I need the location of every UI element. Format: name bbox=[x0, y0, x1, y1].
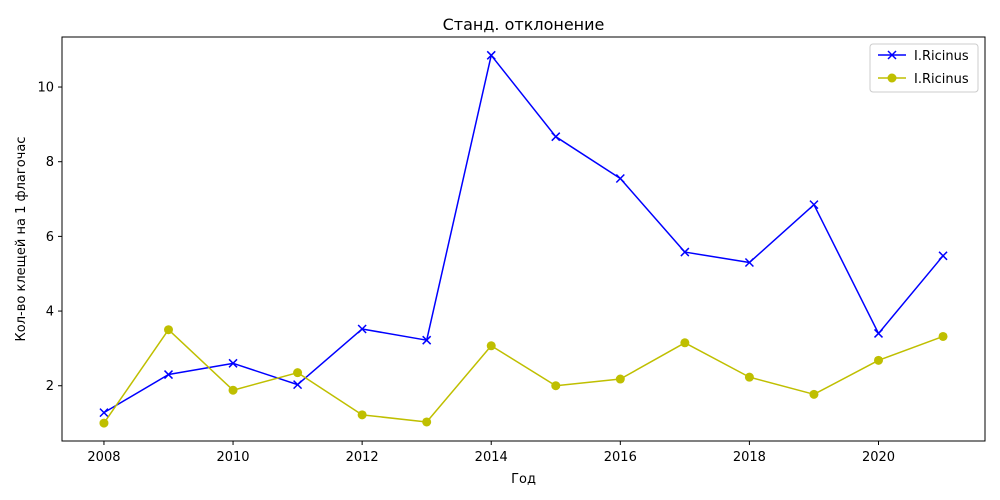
data-point bbox=[163, 370, 174, 380]
data-point bbox=[874, 355, 883, 365]
plot-frame bbox=[61, 36, 986, 442]
x-tick-label: 2012 bbox=[346, 450, 379, 465]
y-axis-label: Кол-во клещей на 1 флагочас bbox=[14, 137, 29, 342]
series-line bbox=[103, 54, 944, 414]
x-tick-label: 2014 bbox=[475, 450, 508, 465]
chart-title: Станд. отклонение bbox=[443, 15, 605, 34]
data-point bbox=[680, 247, 690, 257]
series-layer bbox=[99, 50, 948, 428]
x-tick-label: 2020 bbox=[862, 450, 895, 465]
y-tick-label: 2 bbox=[46, 379, 54, 394]
y-tick-label: 8 bbox=[46, 155, 54, 170]
legend-label-1: I.Ricinus bbox=[914, 49, 969, 64]
series-2 bbox=[99, 325, 948, 428]
data-point bbox=[422, 417, 432, 427]
y-tick-label: 4 bbox=[46, 305, 54, 320]
x-tick-label: 2008 bbox=[87, 450, 120, 465]
y-tick-label: 10 bbox=[37, 81, 54, 96]
legend-label-2: I.Ricinus bbox=[914, 72, 969, 87]
data-point bbox=[422, 335, 432, 345]
series-1 bbox=[99, 50, 948, 418]
axis-ticks: 2008 2010 2012 2014 2016 2018 2020 2 4 6 8 10 bbox=[37, 81, 895, 465]
data-point bbox=[615, 374, 625, 384]
data-point bbox=[486, 50, 496, 60]
data-point bbox=[293, 380, 303, 390]
legend-marker-x bbox=[887, 50, 897, 60]
data-point bbox=[680, 338, 690, 348]
data-point bbox=[873, 328, 884, 338]
data-point bbox=[551, 381, 561, 391]
x-tick-label: 2016 bbox=[604, 450, 637, 465]
data-point bbox=[615, 173, 625, 184]
y-tick-label: 6 bbox=[46, 230, 54, 245]
series-line bbox=[103, 328, 944, 424]
x-tick-label: 2018 bbox=[733, 450, 766, 465]
data-point bbox=[228, 385, 238, 395]
data-point bbox=[744, 372, 754, 382]
data-point bbox=[938, 331, 948, 341]
legend-marker-circle bbox=[887, 73, 897, 83]
data-point bbox=[99, 408, 109, 418]
data-point bbox=[938, 251, 948, 261]
data-point bbox=[809, 389, 819, 399]
data-point bbox=[809, 200, 819, 210]
data-point bbox=[228, 358, 238, 368]
x-axis-label: Год bbox=[511, 472, 536, 487]
legend-box bbox=[869, 43, 979, 93]
legend: I.Ricinus I.Ricinus bbox=[869, 43, 979, 93]
data-point bbox=[293, 368, 303, 378]
data-point bbox=[744, 257, 754, 268]
x-tick-label: 2010 bbox=[216, 450, 249, 465]
data-point bbox=[551, 132, 561, 142]
data-point bbox=[486, 341, 496, 351]
data-point bbox=[357, 324, 367, 334]
data-point bbox=[99, 418, 109, 428]
data-point bbox=[357, 410, 367, 420]
data-point bbox=[164, 325, 173, 335]
